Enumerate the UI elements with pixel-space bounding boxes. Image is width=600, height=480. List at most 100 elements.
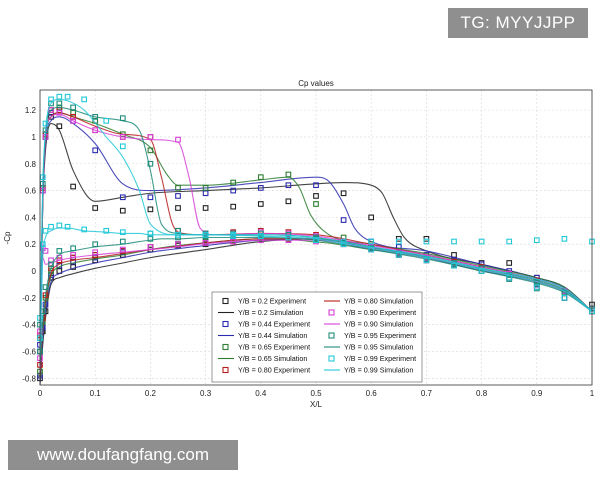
experiment-point-0-99 [42,120,49,127]
experiment-point-0-95 [70,104,76,111]
series-layer [37,93,595,386]
y-tick-label: 0 [32,267,37,276]
legend-box [211,291,423,383]
x-axis-label: X/L [310,400,323,409]
experiment-point-0-95 [119,115,126,122]
experiment-point-0-65 [202,185,209,191]
experiment-point-0-2 [70,264,76,270]
experiment-point-0-90 [175,136,181,143]
experiment-point-0-2 [147,206,154,213]
experiment-point-0-99 [202,231,209,238]
x-tick-label: 0.6 [366,389,378,398]
experiment-point-0-2 [70,183,76,190]
experiment-point-0-80 [70,113,76,120]
experiment-point-0-95 [48,261,54,268]
experiment-point-0-99 [42,227,49,234]
experiment-point-0-2 [56,123,63,130]
x-tick-label: 0.3 [200,389,212,398]
legend-label: Y/B = 0.80 Experiment [238,366,310,375]
legend-marker [328,355,335,362]
experiment-point-0-99 [103,227,110,234]
experiment-point-0-99 [561,294,568,301]
legend: Y/B = 0.2 Experiment Y/B = 0.2 Simulation… [211,291,423,383]
experiment-point-0-99 [506,274,513,281]
experiment-point-0-99 [175,231,181,238]
experiment-point-0-99 [230,233,237,240]
experiment-point-0-2 [257,201,264,207]
experiment-point-0-99 [340,241,347,248]
experiment-point-0-90 [119,246,126,253]
experiment-point-0-99 [533,237,540,244]
experiment-point-0-2 [506,260,513,266]
y-tick-label: -0.6 [22,347,36,356]
experiment-point-0-90 [147,244,154,250]
experiment-point-0-95 [147,160,154,167]
experiment-point-0-2 [175,205,181,211]
experiment-point-0-44 [340,217,347,223]
experiment-point-0-2 [368,214,375,221]
y-tick-label: 0.2 [25,240,37,249]
experiment-point-0-99 [56,222,63,229]
experiment-point-0-44 [119,194,126,201]
experiment-point-0-99 [506,238,513,245]
experiment-point-0-99 [451,238,457,245]
legend-label: Y/B = 0.65 Experiment [238,343,310,352]
experiment-point-0-65 [257,174,264,181]
experiment-point-0-99 [368,246,375,253]
experiment-point-0-90 [119,134,126,140]
x-tick-label: 0.8 [476,389,488,398]
x-tick-label: 0 [38,389,43,398]
legend-marker [222,320,229,328]
y-tick-label: 1.2 [25,106,37,115]
experiment-point-0-99 [313,237,319,244]
experiment-point-0-95 [48,100,54,107]
x-tick-label: 0.2 [145,389,157,398]
plot-frame [39,89,593,386]
experiment-point-0-44 [147,194,154,201]
legend-label: Y/B = 0.65 Simulation [238,354,307,363]
experiment-point-0-95 [56,100,63,107]
experiment-point-0-90 [70,252,76,258]
legend-label: Y/B = 0.80 Simulation [344,297,413,306]
watermark-bottom: www.doufangfang.com [8,440,238,470]
experiment-point-0-99 [64,223,71,230]
experiment-point-0-99 [533,284,540,290]
y-tick-label: -0.8 [22,374,36,383]
experiment-point-0-99 [451,262,457,269]
legend-label: Y/B = 0.99 Experiment [344,354,416,363]
experiment-point-0-99 [478,268,485,274]
experiment-point-0-2 [92,205,99,211]
experiment-point-0-99 [368,238,375,245]
x-tick-label: 0.7 [421,389,433,398]
experiment-point-0-99 [423,238,430,245]
legend-marker [328,309,335,316]
experiment-point-0-99 [81,226,88,233]
experiment-point-0-44 [70,258,76,265]
experiment-point-0-99 [395,238,402,245]
experiment-point-0-65 [285,171,292,178]
experiment-point-0-99 [48,96,54,103]
tick-labels: 0 0.1 0.2 0.3 0.4 0.5 0.6 0.7 0.8 0.9 1 -0.8 -0.6 -0.… [22,106,595,398]
simulation-line-0-90-upper [39,113,593,336]
simulation-line-0-99-upper [39,98,593,325]
legend-marker [222,366,229,374]
experiment-point-0-95 [175,227,181,234]
experiment-point-0-90 [48,257,54,264]
experiment-point-0-95 [147,235,154,242]
experiment-point-0-99 [147,230,154,237]
y-tick-label: -0.2 [22,294,36,303]
experiment-point-0-95 [42,284,49,290]
legend-label: Y/B = 0.95 Simulation [344,343,413,352]
x-tick-label: 0.4 [255,389,267,398]
series-yb-0-99 [37,93,595,359]
simulation-line-0-99-lower [39,227,593,359]
legend-label: Y/B = 0.2 Simulation [238,308,303,317]
experiment-point-0-44 [285,182,292,189]
experiment-point-0-2 [230,203,237,210]
experiment-point-0-90 [48,107,54,113]
y-tick-label: 0.4 [25,213,37,222]
experiment-point-0-95 [56,248,63,254]
simulation-line-0-44-upper [39,116,593,345]
legend-marker [222,297,229,305]
experiment-point-0-99 [395,252,402,258]
